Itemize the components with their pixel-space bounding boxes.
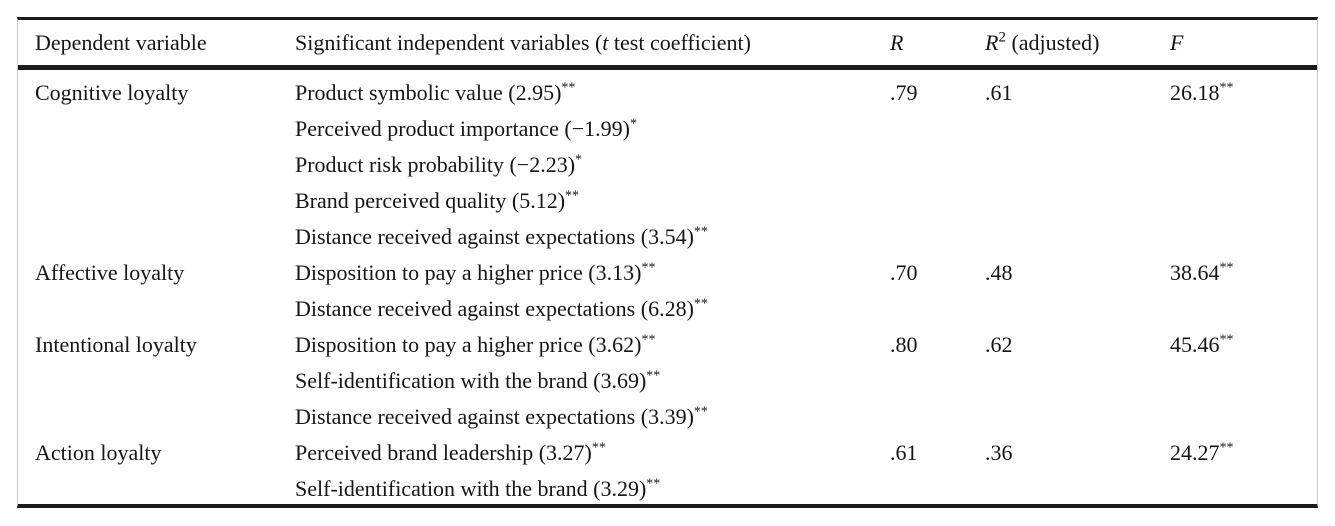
variable-text: Self-identification with the brand (3.69… (295, 368, 647, 393)
f-value-text: 45.46 (1170, 332, 1220, 357)
variable-line: Product symbolic value (2.95)** (295, 75, 890, 111)
variable-text: Perceived brand leadership (3.27) (295, 440, 592, 465)
significance-marker: ** (641, 260, 656, 276)
header-r: R (890, 29, 904, 55)
header-t-symbol: t (602, 29, 609, 55)
variable-text: Distance received against expectations (… (295, 404, 694, 429)
significance-marker: ** (591, 440, 606, 456)
significance-marker: ** (646, 368, 661, 384)
header-independent-pre: Significant independent variables ( (295, 29, 603, 55)
variable-line: Brand perceived quality (5.12)** (295, 183, 890, 219)
dependent-variable-cell: Cognitive loyalty (35, 80, 189, 105)
significance-marker: ** (693, 224, 708, 240)
variable-text: Brand perceived quality (5.12) (295, 188, 566, 213)
header-f: F (1170, 29, 1184, 55)
table-header-row: Dependent variable Significant independe… (18, 20, 1317, 70)
variable-line: Product risk probability (−2.23)* (295, 147, 890, 183)
independent-variables-cell: Perceived brand leadership (3.27)** Self… (295, 435, 890, 507)
independent-variables-cell: Disposition to pay a higher price (3.13)… (295, 255, 890, 327)
table-row-intentional-loyalty: Intentional loyalty Disposition to pay a… (18, 327, 1317, 435)
f-value-cell: 24.27** (1170, 435, 1317, 471)
variable-text: Distance received against expectations (… (295, 296, 694, 321)
dependent-variable-cell: Action loyalty (35, 440, 162, 465)
results-table: Dependent variable Significant independe… (17, 17, 1318, 508)
r-squared-value-cell: .62 (985, 332, 1013, 357)
dependent-variable-cell: Affective loyalty (35, 260, 185, 285)
variable-text: Product symbolic value (2.95) (295, 80, 562, 105)
variable-line: Disposition to pay a higher price (3.62)… (295, 327, 890, 363)
significance-marker: ** (641, 332, 656, 348)
variable-line: Disposition to pay a higher price (3.13)… (295, 255, 890, 291)
f-value-text: 38.64 (1170, 260, 1220, 285)
independent-variables-cell: Product symbolic value (2.95)** Perceive… (295, 75, 890, 255)
variable-text: Product risk probability (−2.23) (295, 152, 576, 177)
variable-line: Self-identification with the brand (3.29… (295, 471, 890, 507)
header-independent-post: test coefficient) (608, 29, 751, 55)
f-value-cell: 26.18** (1170, 75, 1317, 111)
variable-line: Perceived product importance (−1.99)* (295, 111, 890, 147)
significance-marker: ** (693, 404, 708, 420)
variable-line: Perceived brand leadership (3.27)** (295, 435, 890, 471)
r-value-cell: .79 (890, 80, 918, 105)
significance-marker: ** (1219, 80, 1234, 96)
r-value-cell: .80 (890, 332, 918, 357)
r-value-cell: .61 (890, 440, 918, 465)
table-row-action-loyalty: Action loyalty Perceived brand leadershi… (18, 435, 1317, 507)
variable-text: Disposition to pay a higher price (3.62) (295, 332, 642, 357)
table-row-affective-loyalty: Affective loyalty Disposition to pay a h… (18, 255, 1317, 327)
significance-marker: ** (565, 188, 580, 204)
variable-line: Self-identification with the brand (3.69… (295, 363, 890, 399)
r-squared-value-cell: .61 (985, 80, 1013, 105)
variable-line: Distance received against expectations (… (295, 291, 890, 327)
f-value-cell: 38.64** (1170, 255, 1317, 291)
variable-text: Perceived product importance (−1.99) (295, 116, 630, 141)
significance-marker: * (629, 116, 637, 132)
significance-marker: ** (1219, 332, 1234, 348)
variable-line: Distance received against expectations (… (295, 219, 890, 255)
significance-marker: ** (693, 296, 708, 312)
dependent-variable-cell: Intentional loyalty (35, 332, 197, 357)
r-squared-value-cell: .36 (985, 440, 1013, 465)
header-r-squared-adjusted: R2 (adjusted) (985, 30, 1170, 56)
independent-variables-cell: Disposition to pay a higher price (3.62)… (295, 327, 890, 435)
header-r-squared-rest: (adjusted) (1005, 29, 1100, 55)
variable-text: Disposition to pay a higher price (3.13) (295, 260, 642, 285)
f-value-cell: 45.46** (1170, 327, 1317, 363)
table-row-cognitive-loyalty: Cognitive loyalty Product symbolic value… (18, 75, 1317, 255)
significance-marker: ** (646, 476, 661, 492)
variable-text: Distance received against expectations (… (295, 224, 694, 249)
header-r-squared-base: R (985, 29, 999, 55)
significance-marker: * (575, 152, 583, 168)
r-squared-value-cell: .48 (985, 260, 1013, 285)
header-dependent-variable: Dependent variable (35, 29, 207, 55)
variable-text: Self-identification with the brand (3.29… (295, 476, 647, 501)
r-value-cell: .70 (890, 260, 918, 285)
variable-line: Distance received against expectations (… (295, 399, 890, 435)
header-independent-variables: Significant independent variables (t tes… (295, 30, 890, 56)
table-body: Cognitive loyalty Product symbolic value… (18, 70, 1317, 507)
significance-marker: ** (561, 80, 576, 96)
significance-marker: ** (1219, 440, 1234, 456)
significance-marker: ** (1219, 260, 1234, 276)
f-value-text: 24.27 (1170, 440, 1220, 465)
header-r-squared-exponent: 2 (998, 29, 1006, 46)
f-value-text: 26.18 (1170, 80, 1220, 105)
